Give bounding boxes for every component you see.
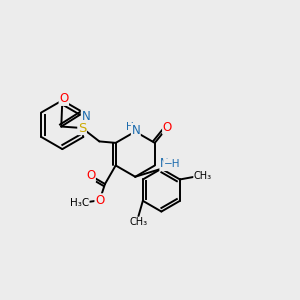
Text: O: O xyxy=(95,194,104,207)
Text: O: O xyxy=(86,169,95,182)
Text: N: N xyxy=(81,110,90,123)
Text: O: O xyxy=(163,121,172,134)
Text: H: H xyxy=(126,122,134,132)
Text: S: S xyxy=(78,122,86,134)
Text: H₃C: H₃C xyxy=(70,198,89,208)
Text: N: N xyxy=(160,158,169,170)
Text: CH₃: CH₃ xyxy=(194,172,212,182)
Text: CH₃: CH₃ xyxy=(129,217,148,227)
Text: N: N xyxy=(131,124,140,136)
Text: −H: −H xyxy=(164,159,180,169)
Text: O: O xyxy=(59,92,68,105)
